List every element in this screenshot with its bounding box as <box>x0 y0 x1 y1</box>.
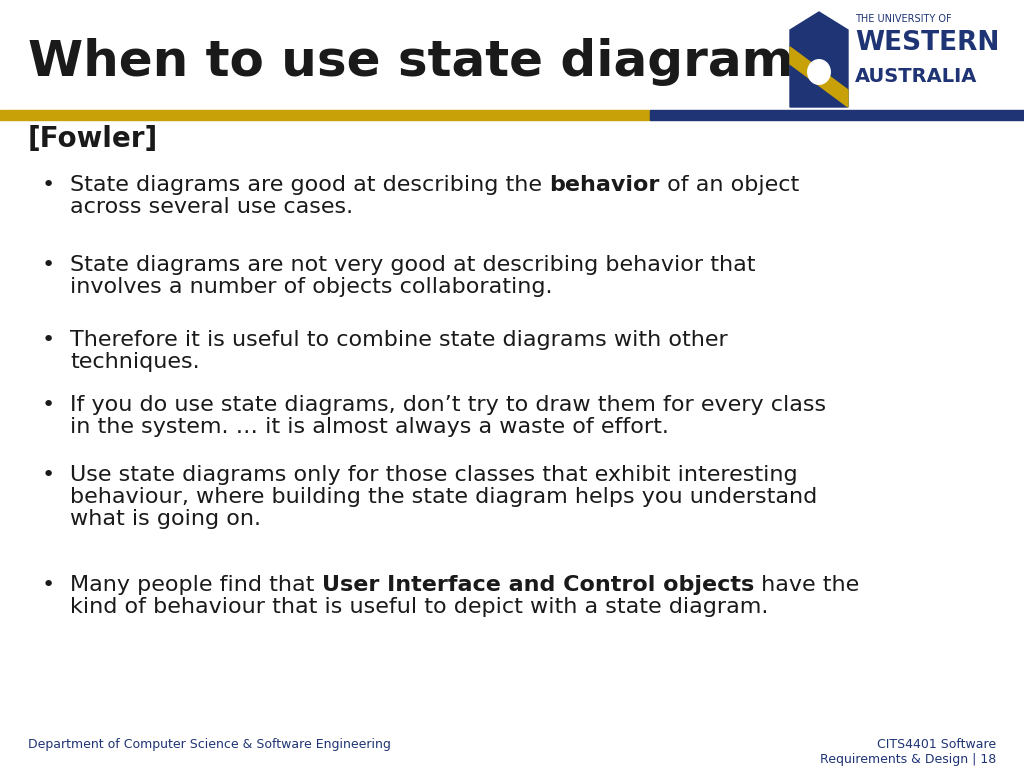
Text: THE UNIVERSITY OF: THE UNIVERSITY OF <box>855 14 951 24</box>
Text: Use state diagrams only for those classes that exhibit interesting: Use state diagrams only for those classe… <box>70 465 798 485</box>
Text: •: • <box>42 255 55 275</box>
Text: have the: have the <box>754 575 859 595</box>
Text: State diagrams are not very good at describing behavior that: State diagrams are not very good at desc… <box>70 255 756 275</box>
Text: •: • <box>42 395 55 415</box>
Text: •: • <box>42 175 55 195</box>
Text: Department of Computer Science & Software Engineering: Department of Computer Science & Softwar… <box>28 738 391 751</box>
Text: State diagrams are good at describing the: State diagrams are good at describing th… <box>70 175 549 195</box>
Text: in the system. … it is almost always a waste of effort.: in the system. … it is almost always a w… <box>70 417 669 437</box>
Text: Many people find that: Many people find that <box>70 575 322 595</box>
Text: kind of behaviour that is useful to depict with a state diagram.: kind of behaviour that is useful to depi… <box>70 597 768 617</box>
Text: of an object: of an object <box>659 175 799 195</box>
Text: When to use state diagrams: When to use state diagrams <box>28 38 823 86</box>
Text: behavior: behavior <box>549 175 659 195</box>
Text: what is going on.: what is going on. <box>70 509 261 529</box>
Text: User Interface and Control objects: User Interface and Control objects <box>322 575 754 595</box>
Text: involves a number of objects collaborating.: involves a number of objects collaborati… <box>70 277 553 297</box>
Text: [Fowler]: [Fowler] <box>28 125 159 153</box>
Text: •: • <box>42 330 55 350</box>
Text: If you do use state diagrams, don’t try to draw them for every class: If you do use state diagrams, don’t try … <box>70 395 826 415</box>
Text: across several use cases.: across several use cases. <box>70 197 353 217</box>
Text: WESTERN: WESTERN <box>855 30 999 56</box>
Text: techniques.: techniques. <box>70 352 200 372</box>
Text: •: • <box>42 465 55 485</box>
Text: •: • <box>42 575 55 595</box>
Text: behaviour, where building the state diagram helps you understand: behaviour, where building the state diag… <box>70 487 817 507</box>
Text: Therefore it is useful to combine state diagrams with other: Therefore it is useful to combine state … <box>70 330 728 350</box>
Text: CITS4401 Software
Requirements & Design | 18: CITS4401 Software Requirements & Design … <box>820 738 996 766</box>
Text: AUSTRALIA: AUSTRALIA <box>855 67 977 86</box>
